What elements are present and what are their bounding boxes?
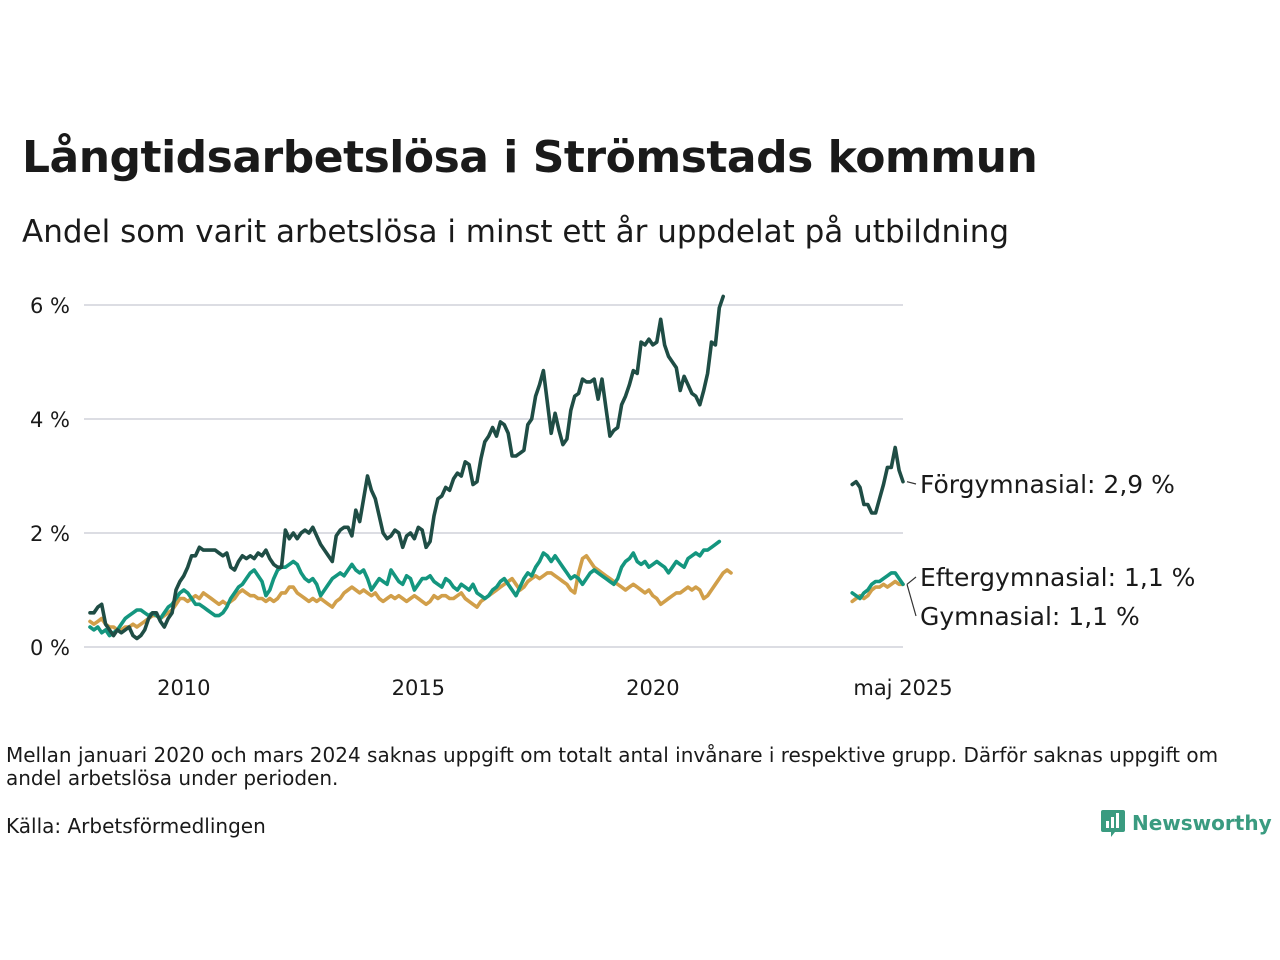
- label-leader-line: [906, 576, 917, 585]
- end-label-förgymnasial: Förgymnasial: 2,9 %: [920, 470, 1175, 499]
- end-label-eftergymnasial: Eftergymnasial: 1,1 %: [920, 563, 1195, 592]
- y-axis: 0 % 2 % 4 % 6 %: [30, 294, 70, 660]
- x-tick-label: 2010: [157, 676, 210, 700]
- brand-logo: Newsworthy: [1100, 808, 1272, 838]
- chart-note: Mellan januari 2020 och mars 2024 saknas…: [6, 743, 1219, 790]
- chart-title: Långtidsarbetslösa i Strömstads kommun: [22, 132, 1038, 183]
- end-label-gymnasial: Gymnasial: 1,1 %: [920, 602, 1140, 631]
- y-tick-label: 0 %: [30, 636, 70, 660]
- series-line-förgymnasial-segment-1: [88, 294, 726, 641]
- y-tick-label: 2 %: [30, 522, 70, 546]
- x-tick-label: 2020: [626, 676, 679, 700]
- x-tick-label: 2015: [392, 676, 445, 700]
- bar-chart-logo-icon: [1101, 810, 1125, 837]
- brand-name: Newsworthy: [1132, 811, 1272, 835]
- chart-subtitle: Andel som varit arbetslösa i minst ett å…: [22, 214, 1010, 250]
- line-chart: 0 % 2 % 4 % 6 % 2010 2015 2020 maj 2025 Förgym…: [30, 294, 1195, 700]
- end-labels: Förgymnasial: 2,9 % Eftergymnasial: 1,1 %…: [906, 470, 1195, 631]
- y-tick-label: 4 %: [30, 408, 70, 432]
- series-layer: [88, 294, 905, 641]
- chart-source: Källa: Arbetsförmedlingen: [6, 814, 266, 838]
- x-axis: 2010 2015 2020 maj 2025: [157, 676, 953, 700]
- series-line-eftergymnasial-segment-2: [850, 571, 905, 601]
- series-line-gymnasial-segment-1: [88, 553, 733, 632]
- label-leader-line: [906, 584, 917, 617]
- label-leader-line: [906, 481, 917, 485]
- grid-layer: [84, 304, 903, 648]
- series-line-förgymnasial-segment-2: [850, 445, 905, 515]
- series-line-eftergymnasial-segment-1: [88, 539, 722, 638]
- y-tick-label: 6 %: [30, 294, 70, 318]
- x-tick-label: maj 2025: [853, 676, 952, 700]
